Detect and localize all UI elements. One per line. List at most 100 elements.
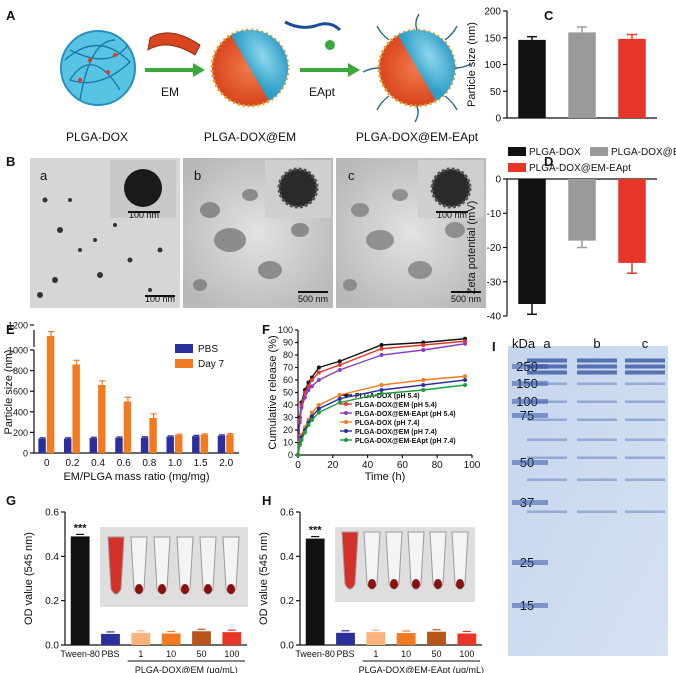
data-point [309,378,314,382]
data-point [306,423,311,427]
marker-band [512,381,548,386]
data-point [299,438,304,442]
legend-cd: PLGA-DOX PLGA-DOX@EM PLGA-DOX@EM-EApt [508,147,676,174]
legend-label: PLGA-DOX (pH 7.4) [355,420,420,427]
data-point [379,353,384,357]
significance-label: *** [74,522,88,534]
protein-band [527,358,567,363]
protein-band [577,438,617,441]
panel-label-e: E [6,322,15,337]
protein-band [527,478,567,481]
data-point [337,368,342,372]
y-tick-label: 400 [13,407,28,417]
protein-band [577,456,617,459]
protein-band [577,358,617,363]
data-point [316,365,321,370]
tube-photo-h [335,527,475,602]
y-tick-label: 30 [283,413,293,423]
x-tick-label: 10 [401,649,411,659]
protein-band [625,382,665,385]
stage-label-plga-dox-em: PLGA-DOX@EM [204,130,296,144]
stage-label-plga-dox-em-eapt: PLGA-DOX@EM-EApt [356,130,479,144]
x-tick-label: 40 [362,460,374,471]
y-tick-label: 100 [278,325,293,335]
protein-band [625,370,665,375]
rbc-pellet [412,579,420,589]
bar [192,631,211,645]
y-tick-label: 50 [283,388,293,398]
tem-image-c: 100 nm c 500 nm [336,158,486,308]
bar [161,633,181,645]
bar-pbs [115,437,123,453]
bar [101,633,120,645]
bar-day7 [149,417,157,453]
rbc-pellet [434,579,442,589]
panel-label-f: F [262,322,270,337]
y-tick-label: -30 [487,277,502,288]
y-tick-label: 0.6 [45,508,59,519]
bar [518,39,546,118]
legend-swatch [508,147,526,156]
legend-swatch [175,359,193,368]
data-point [316,403,321,407]
panel-a: A EM EApt [6,8,479,144]
y-tick-label: 0.4 [45,552,59,563]
x-tick-label: 100 [464,460,481,471]
bar [305,538,325,645]
data-point [316,406,321,411]
rbc-pellet [204,584,212,594]
x-tick-label: 10 [166,649,176,659]
protein-band [577,478,617,481]
y-tick-label: 0.6 [280,508,294,519]
data-point [421,388,426,392]
bar [568,32,596,118]
significance-label: *** [309,525,323,537]
y-tick-label: 1000 [8,346,28,356]
data-point [316,370,321,375]
x-tick-label: 50 [431,649,441,659]
y-tick-label: 600 [13,387,28,397]
aptamer-illustration [284,20,342,50]
rbc-pellet [227,584,235,594]
y-tick-label: 200 [484,7,501,18]
y-tick-label: 80 [283,350,293,360]
scale-b: 500 nm [298,294,328,304]
x-tick-label: 20 [327,460,339,471]
protein-band [527,456,567,459]
legend-label: PLGA-DOX@EM (pH 5.4) [355,402,437,409]
y-tick-label: -20 [487,243,502,254]
bar [457,633,477,645]
protein-band [625,418,665,421]
bar-pbs [38,438,46,453]
data-point [306,384,311,389]
data-point [379,383,384,387]
bar-pbs [217,435,226,453]
data-point [309,414,314,419]
y-axis-label: Cumulative release (%) [267,335,279,449]
y-tick-label: 0.2 [45,596,59,607]
legend-label: PLGA-DOX@EM (pH 7.4) [355,429,437,436]
data-point [337,393,342,397]
x-tick-label: Tween-80 [295,649,335,659]
lane-label: a [543,336,551,351]
marker-band [512,413,548,418]
marker-band [512,364,548,369]
sub-label-c: c [348,168,355,183]
panel-b: B 100 nm a 100 nm b 500 nm [6,154,486,308]
protein-band [577,418,617,421]
stage-label-plga-dox: PLGA-DOX [66,130,128,144]
y-tick-label: 0.0 [280,641,294,652]
bar [396,633,416,645]
y-tick-label: 150 [484,33,501,44]
tem-image-a: 100 nm a 100 nm [30,158,180,308]
y-axis-label: OD value (545 nm) [258,532,270,625]
y-tick-label: 200 [13,428,28,438]
protein-band [577,400,617,403]
marker-band [512,603,548,608]
x-tick-label: 50 [196,649,206,659]
x-tick-label: 2.0 [219,458,233,469]
sub-label-b: b [194,168,201,183]
rbc-pellet [456,579,464,589]
bar [568,179,596,241]
sub-label-a: a [40,168,48,183]
